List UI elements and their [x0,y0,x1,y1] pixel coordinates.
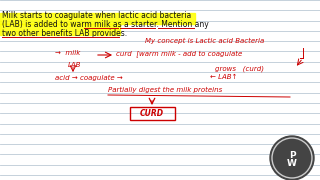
Bar [130,107,175,120]
Text: LAB: LAB [68,62,81,68]
Bar [0,13,195,24]
Text: →  milk: → milk [55,50,80,56]
Text: My concept is Lactic acid Bacteria: My concept is Lactic acid Bacteria [145,38,264,44]
Text: curd  [warm milk - add to coagulate: curd [warm milk - add to coagulate [116,50,242,57]
Text: ← LAB↑: ← LAB↑ [210,74,237,80]
Text: CURD: CURD [140,109,164,118]
Text: Partially digest the milk proteins: Partially digest the milk proteins [108,87,222,93]
Text: grows   (curd): grows (curd) [215,65,264,71]
Text: acid → coagulate →: acid → coagulate → [55,75,123,81]
Text: (LAB) is added to warm milk as a starter. Mention any: (LAB) is added to warm milk as a starter… [2,20,209,29]
Text: Milk starts to coagulate when lactic acid bacteria: Milk starts to coagulate when lactic aci… [2,11,191,20]
Text: two other benefits LAB provides.: two other benefits LAB provides. [2,29,127,38]
Circle shape [270,136,314,180]
Text: W: W [287,159,297,168]
Text: P: P [289,152,295,161]
Bar [0,24,120,35]
